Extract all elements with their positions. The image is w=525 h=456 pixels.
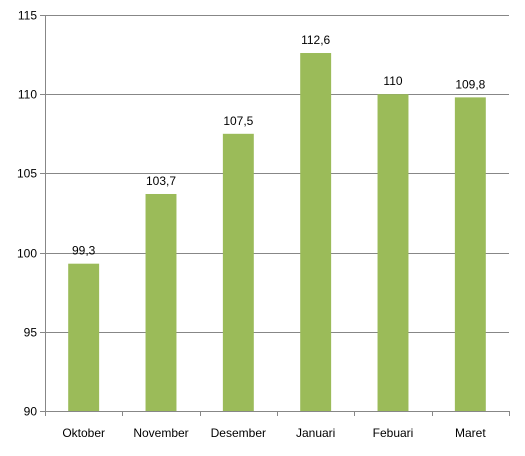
- y-tick-label: 110: [18, 88, 37, 102]
- labels: 90 95 100 105 110 115 99,3 Oktober 103,7 November…: [17, 9, 486, 441]
- y-tick-label: 100: [17, 247, 37, 261]
- bars: [68, 53, 486, 412]
- bar: [68, 263, 100, 411]
- data-label: 110: [383, 74, 402, 88]
- gridlines: [45, 15, 509, 333]
- y-tick-label: 95: [24, 326, 38, 340]
- x-tick-label: Desember: [211, 426, 266, 440]
- bar: [300, 53, 332, 412]
- y-tick-label: 115: [18, 9, 37, 23]
- bar: [145, 193, 177, 411]
- data-label: 99,3: [72, 244, 96, 258]
- y-tick-label: 105: [17, 167, 37, 181]
- data-label: 103,7: [146, 174, 176, 188]
- x-tick-label: Oktober: [62, 426, 105, 440]
- axes: [40, 15, 510, 416]
- bar: [222, 133, 254, 412]
- bar: [377, 94, 409, 411]
- bar: [454, 97, 486, 412]
- x-tick-label: Febuari: [373, 426, 414, 440]
- x-tick-label: November: [133, 426, 188, 440]
- y-tick-label: 90: [24, 405, 38, 419]
- data-label: 107,5: [223, 114, 253, 128]
- x-tick-label: Januari: [296, 426, 335, 440]
- data-label: 109,8: [455, 77, 485, 91]
- data-label: 112,6: [301, 33, 330, 47]
- x-tick-label: Maret: [455, 426, 486, 440]
